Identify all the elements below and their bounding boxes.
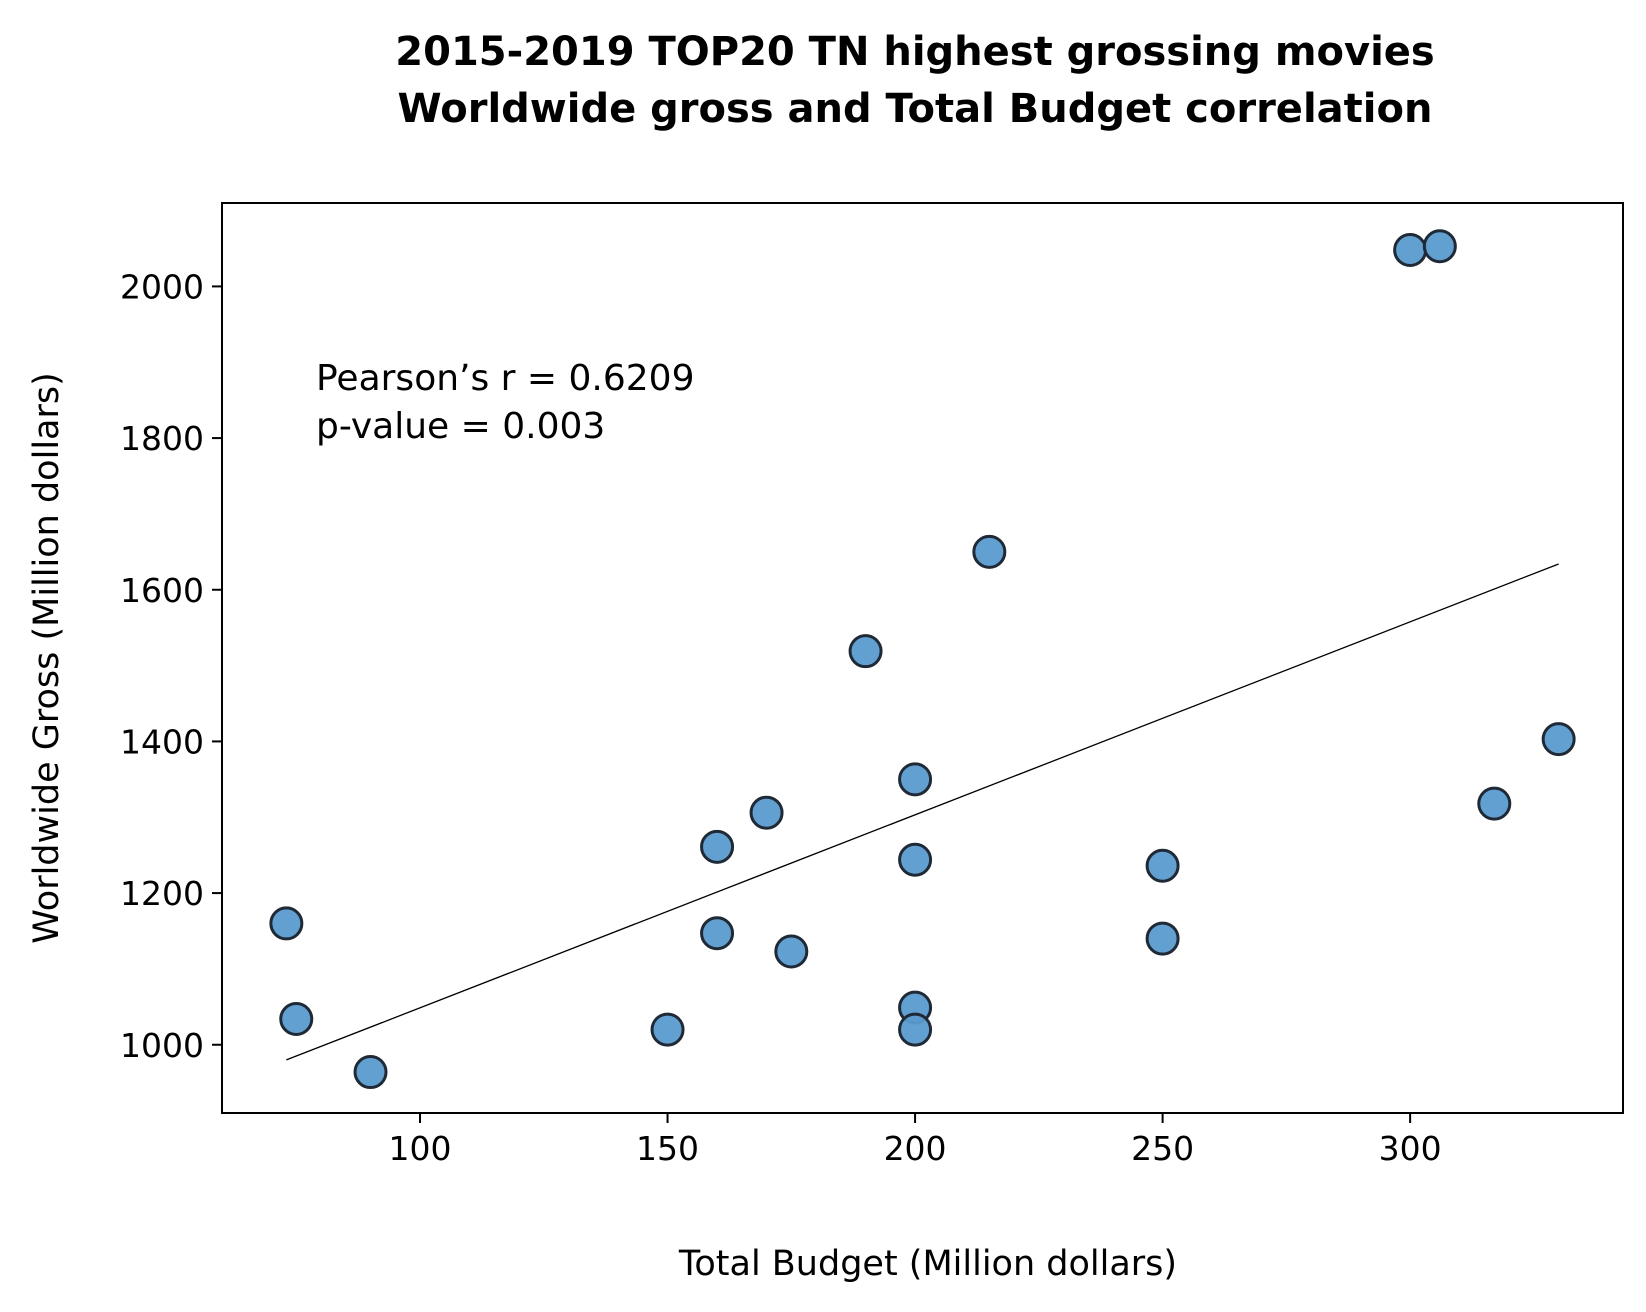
x-tick-label-2: 200 — [884, 1129, 947, 1168]
y-tick-label-0: 1000 — [120, 1026, 204, 1065]
plot-frame — [221, 202, 1624, 1114]
data-point-0 — [1393, 233, 1428, 268]
axis-ticks: 100 150 200 250 300 1000 1200 1400 1600 1800 2000 — [120, 267, 1442, 1168]
pvalue-annotation: p-value = 0.003 — [316, 406, 605, 447]
y-axis-label: Worldwide Gross (Million dollars) — [27, 372, 67, 944]
regression-line — [286, 563, 1559, 1061]
data-point-10 — [1145, 848, 1180, 883]
data-point-7 — [749, 795, 784, 830]
y-tick-label-1: 1200 — [120, 874, 204, 913]
y-tick-label-2: 1400 — [120, 722, 204, 761]
data-point-4 — [1541, 722, 1576, 757]
data-point-16 — [279, 1001, 314, 1036]
data-point-1 — [1422, 229, 1457, 264]
data-point-5 — [898, 762, 933, 797]
data-point-9 — [898, 842, 933, 877]
data-point-18 — [898, 1012, 933, 1047]
y-tick-label-3: 1600 — [120, 571, 204, 610]
data-point-17 — [650, 1012, 685, 1047]
x-tick-label-0: 100 — [389, 1129, 452, 1168]
data-point-3 — [848, 634, 883, 669]
data-point-19 — [353, 1055, 388, 1090]
data-point-8 — [700, 829, 735, 864]
y-tick-label-5: 2000 — [120, 267, 204, 306]
pearson-annotation: Pearson’s r = 0.6209 — [316, 358, 695, 399]
y-tick-label-4: 1800 — [120, 419, 204, 458]
data-points — [269, 229, 1576, 1090]
data-point-6 — [1477, 786, 1512, 821]
data-point-14 — [774, 934, 809, 969]
x-tick-label-3: 250 — [1131, 1129, 1194, 1168]
x-tick-label-4: 300 — [1379, 1129, 1442, 1168]
trendline-layer — [286, 563, 1559, 1061]
data-point-13 — [1145, 921, 1180, 956]
chart-title-line2: Worldwide gross and Total Budget correla… — [398, 86, 1433, 132]
chart-title-line1: 2015-2019 TOP20 TN highest grossing movi… — [395, 29, 1434, 75]
data-point-12 — [700, 916, 735, 951]
x-tick-label-1: 150 — [636, 1129, 699, 1168]
data-point-11 — [269, 906, 304, 941]
data-point-2 — [972, 534, 1007, 569]
x-axis-label: Total Budget (Million dollars) — [678, 1244, 1177, 1284]
